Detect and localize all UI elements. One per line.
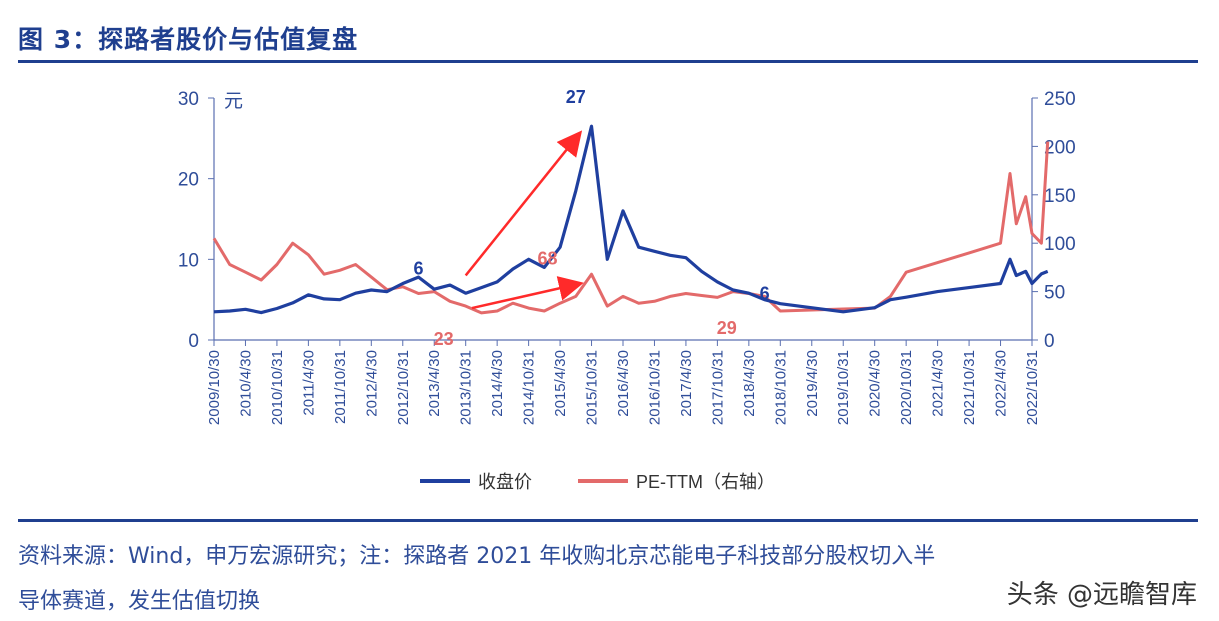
- x-tick-label: 2019/4/30: [804, 350, 821, 417]
- x-tick-label: 2018/10/31: [772, 350, 789, 425]
- title-divider: [18, 60, 1198, 63]
- data-label: 6: [413, 259, 423, 279]
- x-tick-label: 2018/4/30: [741, 350, 758, 417]
- x-tick-label: 2015/4/30: [552, 350, 569, 417]
- x-tick-label: 2022/4/30: [993, 350, 1010, 417]
- data-label: 6: [760, 284, 770, 304]
- data-label: 68: [537, 248, 557, 268]
- x-tick-label: 2014/4/30: [489, 350, 506, 417]
- right-y-tick-label: 0: [1044, 331, 1055, 352]
- pe-ttm-line: [212, 141, 1050, 315]
- x-tick-label: 2020/4/30: [867, 350, 884, 417]
- x-tick-label: 2012/10/31: [395, 350, 412, 425]
- x-tick-label: 2021/10/31: [961, 350, 978, 425]
- chart-annotations: 27 6 6 23 68 29: [413, 87, 769, 349]
- x-tick-label: 2011/10/31: [332, 350, 349, 424]
- x-tick-label: 2021/4/30: [930, 350, 947, 417]
- rise-arrow-pe: [471, 276, 584, 310]
- x-tick-label: 2016/4/30: [615, 350, 632, 417]
- x-tick-label: 2015/10/31: [584, 350, 601, 425]
- right-y-tick-label: 100: [1044, 234, 1076, 255]
- left-y-tick-label: 10: [178, 250, 199, 271]
- source-divider: [18, 519, 1198, 522]
- x-tick-label: 2022/10/31: [1024, 350, 1041, 425]
- data-label: 23: [434, 329, 454, 349]
- x-tick-label: 2010/4/30: [237, 350, 254, 417]
- data-label: 29: [717, 318, 737, 338]
- right-y-tick-label: 150: [1044, 186, 1076, 207]
- x-tick-label: 2014/10/31: [521, 350, 538, 425]
- right-y-tick-label: 50: [1044, 283, 1065, 304]
- source-note-line1: 资料来源：Wind，申万宏源研究；注：探路者 2021 年收购北京芯能电子科技部…: [18, 544, 936, 569]
- x-tick-label: 2013/10/31: [458, 350, 475, 425]
- chart-legend: 收盘价 PE-TTM（右轴）: [420, 472, 775, 492]
- figure-title: 图 3：探路者股价与估值复盘: [18, 25, 359, 54]
- left-y-axis-unit: 元: [224, 91, 243, 112]
- left-y-tick-label: 20: [178, 170, 199, 191]
- rise-arrow-price: [464, 130, 583, 277]
- left-y-tick-label: 0: [188, 331, 199, 352]
- x-tick-label: 2013/4/30: [426, 350, 443, 417]
- right-y-tick-label: 200: [1044, 137, 1076, 158]
- x-tick-label: 2017/4/30: [678, 350, 695, 417]
- x-tick-label: 2011/4/30: [300, 350, 317, 416]
- chart-axes: 0 10 20 30 元 0 50 100 150 200 250 2009/10/30 2010/4/…: [178, 89, 1076, 425]
- right-y-tick-label: 250: [1044, 89, 1076, 110]
- legend-label-pe: PE-TTM（右轴）: [636, 472, 775, 492]
- x-tick-label: 2017/10/31: [709, 350, 726, 425]
- x-tick-label: 2016/10/31: [646, 350, 663, 425]
- close-price-line: [213, 124, 1049, 315]
- x-tick-label: 2020/10/31: [898, 350, 915, 425]
- x-tick-label: 2010/10/31: [269, 350, 286, 425]
- chart-lines: [212, 124, 1050, 315]
- x-tick-label: 2009/10/30: [206, 350, 223, 425]
- watermark: 头条 @远瞻智库: [1006, 580, 1197, 610]
- data-label: 27: [566, 87, 586, 107]
- source-note-line2: 导体赛道，发生估值切换: [18, 589, 261, 614]
- left-y-tick-label: 30: [178, 89, 199, 110]
- x-tick-label: 2019/10/31: [835, 350, 852, 425]
- x-tick-label: 2012/4/30: [363, 350, 380, 417]
- legend-label-price: 收盘价: [478, 472, 532, 492]
